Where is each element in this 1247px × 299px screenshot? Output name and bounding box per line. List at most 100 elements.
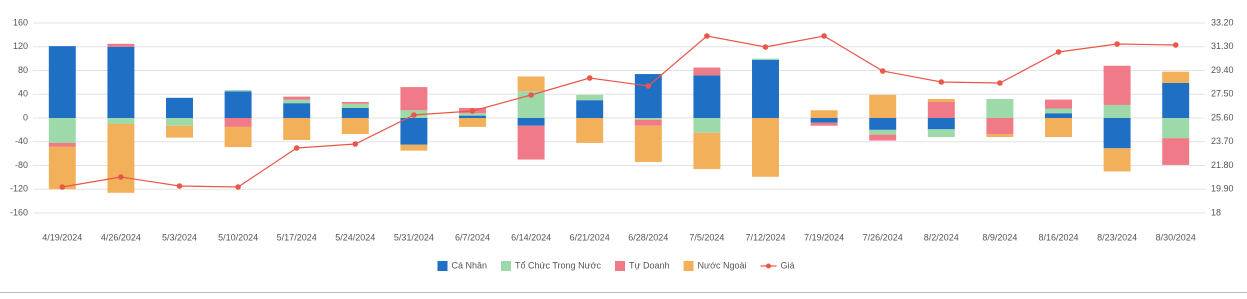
- bar-segment: [1162, 118, 1190, 139]
- line-point: [1114, 41, 1120, 47]
- x-tick-label: 4/19/2024: [42, 232, 82, 242]
- line-point: [879, 68, 886, 74]
- y-tick-label: 160: [13, 17, 28, 27]
- line-point: [469, 108, 476, 114]
- bar-segment: [400, 144, 428, 151]
- bar-segment: [224, 126, 252, 148]
- bar-segment: [1045, 108, 1072, 114]
- bar-segment: [634, 119, 662, 126]
- bar-segment: [166, 97, 193, 118]
- bar-segment: [693, 132, 721, 170]
- line-point: [176, 183, 183, 189]
- line-point: [645, 83, 652, 89]
- line-point: [821, 33, 827, 39]
- y2-tick-label: 19.90: [1211, 184, 1234, 194]
- x-tick-label: 8/16/2024: [1038, 232, 1078, 242]
- bar-segment: [869, 129, 897, 135]
- x-tick-label: 7/26/2024: [863, 232, 903, 242]
- bar-segment: [283, 96, 311, 100]
- bar-segment: [927, 101, 955, 118]
- legend-swatch: [683, 261, 694, 271]
- bar-segment: [693, 75, 721, 118]
- y-tick-label: -40: [15, 136, 28, 146]
- bar-segment: [869, 134, 897, 141]
- bar-segment: [634, 125, 662, 162]
- bar-segment: [986, 99, 1014, 118]
- bar-segment: [1045, 113, 1072, 118]
- y2-tick-label: 18: [1211, 207, 1221, 217]
- y-tick-label: 80: [18, 65, 28, 75]
- x-tick-label: 7/19/2024: [804, 232, 844, 242]
- legend-label: Nước Ngoài: [698, 260, 747, 270]
- bar-segment: [1103, 104, 1131, 118]
- y2-tick-label: 27.50: [1211, 89, 1234, 99]
- bar-segment: [986, 118, 1014, 135]
- legend-label: Giá: [781, 260, 795, 270]
- x-tick-label: 6/28/2024: [628, 232, 668, 242]
- y-tick-label: -160: [10, 207, 28, 217]
- legend-swatch: [615, 261, 625, 271]
- legend-swatch: [501, 261, 512, 271]
- x-tick-label: 7/5/2024: [689, 232, 724, 242]
- bar-segment: [107, 43, 135, 47]
- bar-segment: [693, 118, 721, 133]
- y-tick-label: 120: [13, 41, 28, 51]
- y2-tick-label: 25.60: [1211, 112, 1234, 122]
- bar-segment: [810, 122, 838, 126]
- bar-segment: [341, 101, 369, 104]
- bar-segment: [810, 118, 838, 123]
- bar-segment: [400, 118, 428, 145]
- bar-segment: [517, 125, 545, 160]
- legend-swatch-dot: [766, 263, 771, 269]
- legend-swatch: [437, 261, 448, 271]
- bar-segment: [752, 118, 779, 177]
- bar-segment: [107, 46, 135, 118]
- line-point: [528, 92, 534, 98]
- bar-segment: [400, 87, 428, 111]
- bar-segment: [48, 46, 76, 118]
- x-tick-label: 5/31/2024: [394, 232, 434, 242]
- y-tick-label: 40: [18, 89, 28, 99]
- x-tick-label: 5/24/2024: [335, 232, 375, 242]
- line-point: [704, 33, 710, 39]
- line-point: [586, 75, 593, 81]
- bar-segment: [48, 146, 76, 190]
- bar-segment: [1103, 65, 1131, 105]
- x-tick-label: 4/26/2024: [101, 232, 141, 242]
- legend-label: Cá Nhân: [451, 260, 487, 270]
- bar-segment: [1045, 118, 1072, 137]
- bar-segment: [107, 118, 135, 124]
- bar-segment: [283, 99, 311, 104]
- bar-segment: [1162, 82, 1190, 118]
- bar-segment: [224, 91, 252, 118]
- x-tick-label: 6/7/2024: [455, 232, 490, 242]
- bar-segment: [1162, 71, 1190, 83]
- x-tick-label: 6/21/2024: [570, 232, 610, 242]
- line-point: [997, 80, 1003, 86]
- line-point: [293, 145, 300, 151]
- x-tick-label: 6/14/2024: [511, 232, 551, 242]
- bar-segment: [634, 118, 662, 120]
- bar-segment: [341, 103, 369, 108]
- bar-segment: [927, 118, 955, 130]
- bar-segment: [986, 134, 1014, 137]
- bar-segment: [927, 99, 955, 102]
- legend-label: Tự Doanh: [629, 260, 670, 270]
- bar-segment: [341, 118, 369, 135]
- line-point: [1055, 49, 1062, 55]
- x-tick-label: 5/3/2024: [162, 232, 197, 242]
- bar-segment: [576, 94, 604, 101]
- bar-segment: [1045, 99, 1072, 109]
- bar-segment: [224, 118, 252, 127]
- line: [62, 35, 1176, 188]
- line-point: [352, 141, 359, 147]
- x-tick-label: 8/23/2024: [1097, 232, 1137, 242]
- bar-segment: [1103, 148, 1131, 172]
- bar-segment: [752, 59, 779, 118]
- bar-segment: [576, 118, 604, 143]
- line-point: [938, 79, 945, 85]
- bar-segment: [283, 118, 311, 140]
- bar-segment: [810, 110, 838, 118]
- bar-segment: [1103, 118, 1131, 149]
